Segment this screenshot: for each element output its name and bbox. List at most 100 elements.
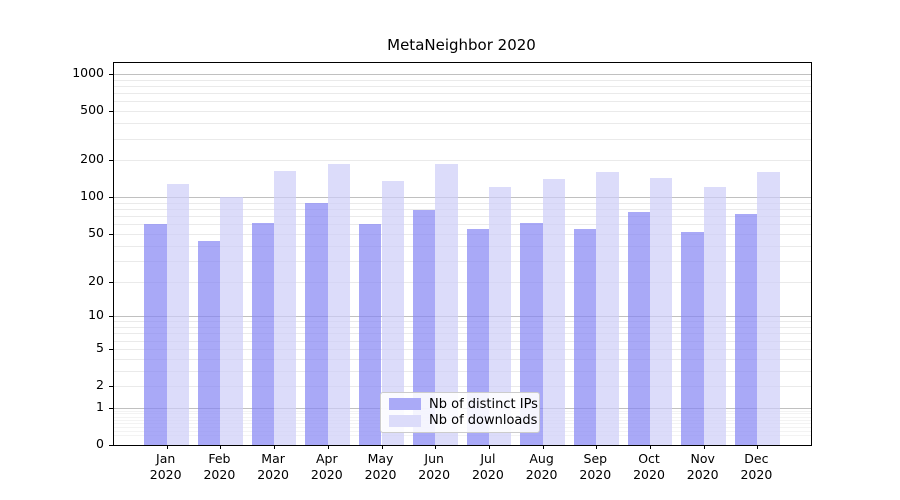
y-tick: [109, 281, 113, 283]
x-tick-label-year: 2020: [149, 467, 182, 482]
x-tick-label-year: 2020: [364, 467, 397, 482]
gridline-minor: [114, 260, 811, 262]
gridline-minor: [114, 348, 811, 350]
gridline-minor: [114, 327, 811, 328]
x-tick-label-month: Mar: [261, 451, 285, 466]
bar-downloads: [757, 171, 780, 445]
x-tick-label-month: Jun: [424, 451, 444, 466]
gridline-minor: [114, 370, 811, 372]
bar-distinct-ips: [305, 202, 328, 445]
x-tick-label-year: 2020: [203, 467, 236, 482]
y-tick: [109, 160, 113, 162]
x-tick-label-month: Oct: [638, 451, 660, 466]
x-tick-label: Mar 2020: [245, 451, 301, 483]
gridline-minor: [114, 216, 811, 218]
gridline-minor: [114, 86, 811, 87]
x-tick-label: Oct 2020: [621, 451, 677, 483]
y-tick: [109, 233, 113, 235]
bar-distinct-ips: [251, 222, 275, 445]
gridline-minor: [114, 340, 811, 342]
legend-row: Nb of downloads: [389, 413, 537, 428]
bar-distinct-ips: [144, 224, 167, 445]
x-tick-label-month: Nov: [690, 451, 715, 466]
bar-distinct-ips: [466, 228, 489, 445]
x-tick-label: Apr 2020: [299, 451, 355, 483]
y-tick: [109, 197, 113, 199]
x-tick-label: Jul 2020: [460, 451, 516, 483]
legend-swatch-downloads: [389, 414, 421, 427]
gridline-minor: [114, 209, 811, 210]
gridline-subminor: [114, 435, 811, 437]
legend-swatch-distinct-ips: [389, 398, 421, 411]
y-tick: [109, 348, 113, 350]
y-tick: [109, 74, 113, 75]
x-tick-label-month: Jul: [480, 451, 496, 466]
x-tick-label: Aug 2020: [514, 451, 570, 483]
bar-distinct-ips: [198, 240, 221, 445]
x-tick-label-year: 2020: [310, 467, 343, 482]
x-tick: [220, 445, 222, 449]
x-tick: [435, 445, 437, 449]
gridline-major: [114, 197, 811, 199]
y-tick-label: 100: [80, 188, 104, 204]
x-tick-label: Jun 2020: [406, 451, 462, 483]
x-tick-label-month: Jan: [156, 451, 176, 466]
x-tick-label-month: Dec: [744, 451, 769, 466]
gridline-minor: [114, 245, 811, 247]
x-tick: [650, 445, 651, 449]
x-tick: [703, 445, 705, 449]
gridline-minor: [114, 358, 811, 360]
bar-downloads: [381, 181, 404, 445]
bar-downloads: [703, 186, 727, 445]
bar-distinct-ips: [412, 210, 436, 445]
gridline-minor: [114, 321, 811, 323]
x-tick: [488, 445, 490, 449]
x-tick-label-month: May: [367, 451, 394, 466]
y-tick: [109, 111, 113, 113]
x-tick-label-month: Apr: [315, 451, 338, 466]
gridline-minor: [114, 93, 811, 95]
bar-downloads: [650, 178, 673, 445]
x-tick-label-month: Sep: [583, 451, 608, 466]
x-tick-label-year: 2020: [633, 467, 665, 482]
gridline-major: [114, 74, 811, 75]
bar-downloads: [274, 171, 297, 445]
x-tick-label: Feb 2020: [191, 451, 247, 483]
x-tick-label-month: Aug: [529, 451, 554, 466]
x-tick-label-month: Feb: [208, 451, 231, 466]
chart-title: MetaNeighbor 2020: [387, 36, 536, 54]
bar-downloads: [596, 172, 619, 445]
x-tick: [542, 445, 544, 449]
y-tick: [109, 407, 113, 409]
x-tick: [166, 445, 168, 449]
x-tick: [596, 445, 598, 449]
x-tick: [381, 445, 383, 449]
x-tick-label-year: 2020: [579, 467, 612, 482]
bar-downloads: [435, 163, 458, 445]
gridline-minor: [114, 281, 811, 283]
bar-distinct-ips: [573, 228, 597, 445]
legend-label: Nb of distinct IPs: [429, 396, 538, 412]
bar-downloads: [542, 179, 565, 445]
gridline-minor: [114, 160, 811, 162]
gridline-minor: [114, 333, 811, 335]
y-tick-label: 5: [96, 339, 104, 355]
y-tick: [109, 445, 113, 446]
x-tick-label-year: 2020: [471, 467, 504, 482]
x-tick-label: Dec 2020: [728, 451, 784, 483]
x-tick: [757, 445, 759, 449]
x-tick-label-year: 2020: [686, 467, 719, 482]
legend-row: Nb of distinct IPs: [389, 397, 538, 412]
bar-downloads: [166, 183, 190, 445]
gridline-minor: [114, 79, 811, 81]
y-tick-label: 1000: [72, 65, 104, 80]
y-tick-label: 0: [96, 436, 104, 451]
gridline-minor: [114, 123, 811, 125]
bar-downloads: [220, 197, 243, 445]
gridline-minor: [114, 386, 811, 387]
y-tick-label: 20: [88, 272, 104, 288]
y-tick-label: 1: [96, 398, 104, 414]
bar-distinct-ips: [681, 231, 704, 445]
x-tick-label: Jan 2020: [138, 451, 194, 483]
